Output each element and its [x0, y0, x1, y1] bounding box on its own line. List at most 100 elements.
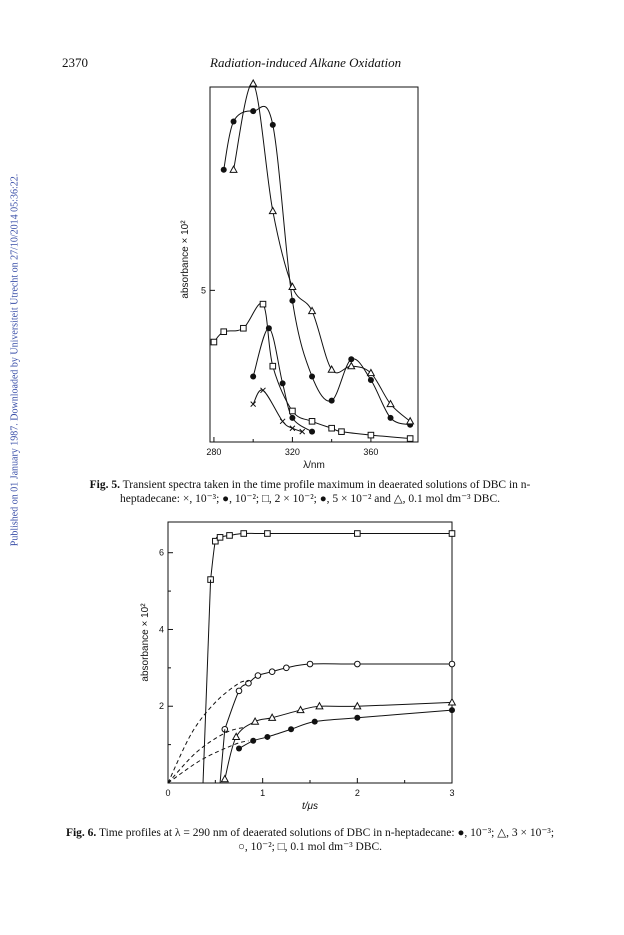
fig6-data-point: [447, 697, 457, 706]
fig6-data-point: [283, 664, 290, 672]
fig5-data-point: [367, 376, 374, 383]
fig6-data-point: [235, 687, 243, 695]
fig6-rise-line: [202, 579, 212, 784]
fig5-data-point: [250, 401, 257, 407]
fig5-data-point: [308, 418, 316, 425]
fig6-x-tick-label: 1: [260, 788, 265, 798]
fig5-x-tick-label: 320: [285, 447, 300, 457]
fig5-data-point: [210, 338, 218, 346]
fig5-data-point: [307, 306, 317, 315]
fig6-x-axis-label: t/μs: [302, 801, 318, 812]
fig6-data-point: [267, 713, 277, 721]
fig5-data-point: [309, 428, 316, 435]
fig5-data-point: [229, 165, 238, 173]
fig6-data-point: [245, 679, 252, 687]
fig5-data-point: [387, 414, 394, 421]
fig5-data-point: [406, 435, 414, 442]
fig6-dashed-extrapolation: [167, 740, 249, 784]
fig5-x-tick-label: 280: [206, 447, 221, 457]
fig5-data-point: [327, 364, 336, 373]
fig5-data-point: [250, 373, 257, 380]
fig5-data-point: [328, 424, 335, 432]
fig5-data-point: [348, 356, 355, 363]
fig5-data-point: [220, 328, 228, 336]
fig5-y-tick-label: 5: [201, 285, 206, 295]
fig6-series-line: [224, 701, 453, 780]
fig6-data-point: [296, 705, 305, 714]
figure-6-caption: Fig. 6. Time profiles at λ = 290 nm of d…: [60, 826, 560, 854]
figure-6-plot: 0 1 2 3 2 4 6 t/μs absorbance × 10²: [140, 521, 457, 812]
running-head: Radiation-induced Alkane Oxidation: [210, 55, 402, 70]
fig5-data-point: [367, 431, 375, 439]
figure-5-caption-label: Fig. 5.: [89, 479, 120, 491]
fig6-data-point: [216, 534, 224, 541]
fig6-y-tick-label: 2: [159, 701, 164, 711]
figure-5-caption-text: Transient spectra taken in the time prof…: [119, 479, 531, 505]
fig5-data-point: [328, 397, 335, 404]
fig6-y-axis-label: absorbance × 10²: [140, 603, 151, 682]
fig5-data-point: [269, 121, 276, 128]
fig5-data-point: [366, 368, 376, 377]
fig5-data-point: [289, 425, 296, 432]
fig5-data-point: [309, 373, 316, 380]
fig5-data-point: [386, 399, 395, 408]
fig5-data-point: [299, 428, 306, 435]
fig5-data-point: [230, 118, 237, 125]
fig5-x-axis-label: λ/nm: [303, 460, 325, 471]
fig6-data-point: [288, 726, 295, 733]
fig5-data-point: [240, 324, 247, 332]
fig6-y-tick-label: 6: [159, 548, 164, 558]
fig5-data-point: [220, 166, 227, 173]
fig5-data-point: [405, 416, 415, 425]
fig5-data-point: [347, 361, 356, 370]
fig5-data-point: [288, 282, 297, 291]
fig5-data-point: [279, 380, 286, 387]
fig6-data-point: [449, 707, 455, 714]
fig6-rise-line: [219, 729, 226, 784]
fig6-x-tick-label: 0: [165, 788, 170, 798]
fig6-y-tick-label: 4: [159, 624, 164, 634]
fig6-x-tick-label: 2: [355, 788, 360, 798]
fig6-data-point: [226, 532, 233, 539]
fig6-data-point: [212, 537, 219, 545]
fig6-data-point: [354, 660, 361, 668]
fig6-data-point: [254, 672, 262, 679]
fig6-data-point: [220, 774, 230, 783]
figure-6-caption-label: Fig. 6.: [65, 827, 97, 839]
fig5-data-point: [250, 108, 257, 115]
figure-5-plot: 280 320 360 5 λ/nm absorbance × 10²: [180, 78, 419, 471]
fig5-data-point: [338, 428, 345, 435]
fig6-data-point: [268, 668, 276, 675]
fig6-frame: [167, 521, 453, 784]
fig5-frame: [209, 86, 419, 443]
fig5-data-point: [269, 362, 277, 370]
fig6-data-point: [306, 660, 314, 668]
fig6-data-point: [448, 660, 456, 668]
fig6-data-point: [354, 714, 361, 721]
fig6-x-tick-label: 3: [449, 788, 454, 798]
fig5-data-point: [259, 300, 267, 308]
fig6-data-point: [236, 745, 242, 752]
fig6-data-point: [231, 732, 241, 741]
fig5-data-point: [289, 414, 296, 421]
fig6-dashed-extrapolation: [167, 680, 249, 784]
fig6-data-point: [240, 530, 248, 537]
fig6-data-point: [353, 701, 362, 710]
fig6-data-point: [250, 716, 260, 725]
figure-6-caption-text: Time profiles at λ = 290 nm of deaerated…: [98, 827, 555, 853]
page-number: 2370: [62, 55, 88, 70]
fig6-data-point: [311, 718, 318, 725]
fig6-data-point: [264, 733, 271, 740]
fig6-data-point: [354, 530, 361, 537]
fig5-data-point: [265, 325, 272, 332]
fig5-data-point: [289, 297, 296, 304]
fig6-data-point: [315, 701, 324, 710]
fig5-series-line: [252, 327, 313, 433]
fig5-data-point: [268, 206, 278, 215]
fig5-x-tick-label: 360: [363, 447, 378, 457]
fig5-series-line: [233, 83, 411, 422]
fig5-y-axis-label: absorbance × 10²: [180, 220, 191, 299]
fig6-data-point: [448, 530, 456, 537]
fig6-data-point: [250, 737, 257, 744]
